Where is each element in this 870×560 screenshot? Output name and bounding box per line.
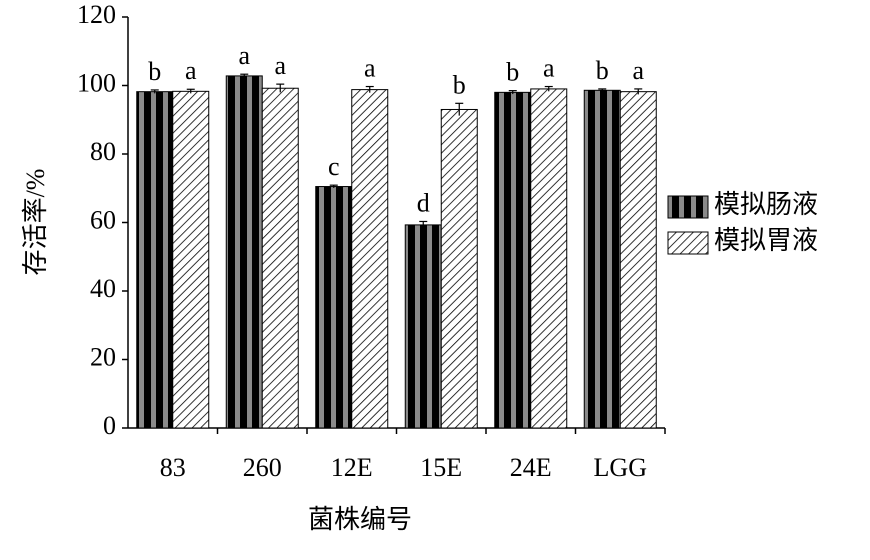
y-axis-label: 存活率/% [21,169,50,276]
bar [440,108,478,429]
legend-swatch [667,231,709,255]
bar [351,89,389,429]
x-tick-label: 24E [510,453,552,482]
y-tick-label: 20 [90,342,116,371]
bar [172,90,210,429]
y-tick-label: 40 [90,274,116,303]
y-tick-label: 60 [90,205,116,234]
x-tick-label: 12E [331,453,373,482]
bar [136,91,174,429]
bar [530,88,568,429]
significance-letter: a [632,56,644,85]
significance-letter: a [543,53,555,82]
y-tick-label: 120 [77,0,116,29]
y-tick-label: 0 [103,411,116,440]
x-tick-label: 260 [243,453,282,482]
x-axis-label: 菌株编号 [308,505,412,534]
significance-letter: a [185,56,197,85]
legend-label: 模拟肠液 [714,190,818,219]
bar [404,224,442,429]
significance-letter: a [274,51,286,80]
bar [225,75,263,429]
bar [315,186,353,429]
significance-letter: a [238,41,250,70]
significance-letter: b [596,56,609,85]
legend-label: 模拟胃液 [714,226,818,255]
y-tick-label: 100 [77,68,116,97]
x-tick-label: LGG [594,453,647,482]
significance-letter: c [328,152,340,181]
y-tick-label: 80 [90,137,116,166]
x-tick-label: 83 [160,453,186,482]
x-tick-label: 15E [420,453,462,482]
significance-letter: d [417,188,430,217]
significance-letter: b [453,70,466,99]
legend-swatch [667,195,709,219]
bar [619,91,657,429]
significance-letter: b [148,57,161,86]
significance-letter: b [506,58,519,87]
significance-letter: a [364,53,376,82]
bar [494,91,532,429]
bar [583,89,621,429]
bar [261,87,299,429]
